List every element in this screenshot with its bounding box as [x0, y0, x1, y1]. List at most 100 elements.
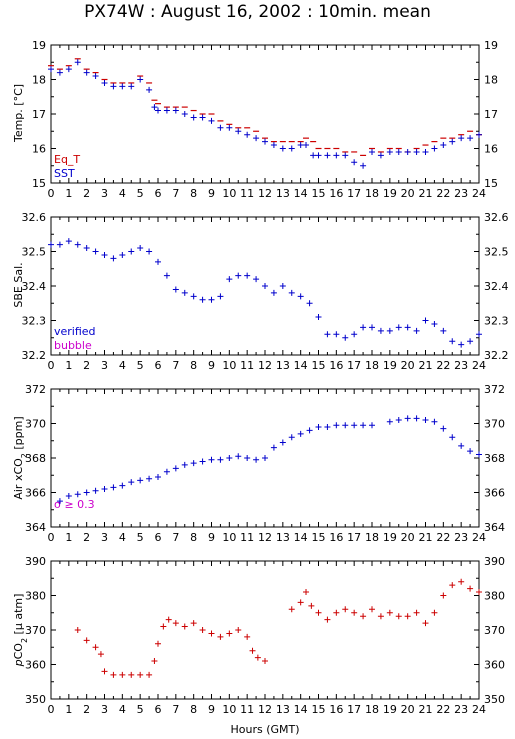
x-tick-label: 9 [208, 359, 215, 372]
point-air-xco2 [449, 434, 456, 441]
point-sst [155, 107, 161, 114]
y-tick-label-right: 366 [484, 487, 505, 500]
point-verified [458, 341, 465, 348]
x-tick-label: 16 [329, 359, 343, 372]
legend-sst: SST [54, 167, 75, 180]
point-pco2 [244, 633, 251, 640]
point-pco2 [476, 589, 482, 596]
point-sst [404, 148, 411, 155]
x-tick-label: 2 [83, 359, 90, 372]
point-sst [235, 128, 242, 135]
point-air-xco2 [235, 453, 242, 460]
point-verified [351, 331, 358, 338]
point-air-xco2 [244, 455, 251, 461]
point-verified [56, 241, 63, 248]
point-air-xco2 [297, 430, 304, 437]
point-air-xco2 [181, 461, 188, 468]
point-verified [190, 293, 197, 300]
x-tick-label: 6 [155, 531, 162, 544]
point-pco2 [315, 609, 322, 616]
point-sst [190, 114, 197, 121]
point-pco2 [288, 606, 295, 613]
point-verified [83, 245, 90, 252]
point-air-xco2 [360, 422, 367, 429]
point-pco2 [249, 647, 256, 654]
point-sst [431, 145, 438, 152]
x-tick-label: 9 [208, 531, 215, 544]
x-tick-label: 16 [329, 703, 343, 716]
point-pco2 [217, 633, 224, 640]
point-sst [262, 138, 268, 145]
point-air-xco2 [128, 479, 135, 486]
y-tick-label: 19 [32, 39, 46, 52]
x-tick-label: 1 [65, 187, 72, 200]
point-air-xco2 [288, 434, 295, 441]
point-verified [163, 272, 170, 279]
point-verified [199, 296, 206, 303]
x-tick-label: 5 [137, 187, 144, 200]
y-tick-label-right: 18 [484, 74, 498, 87]
point-pco2 [235, 627, 242, 633]
point-air-xco2 [404, 415, 411, 422]
point-air-xco2 [395, 417, 402, 424]
x-tick-label: 20 [401, 703, 415, 716]
x-tick-label: 5 [137, 703, 144, 716]
point-verified [155, 258, 161, 265]
point-air-xco2 [65, 492, 72, 499]
y-tick-label-right: 368 [484, 452, 505, 465]
x-tick-label: 15 [312, 187, 326, 200]
point-verified [172, 286, 179, 293]
point-verified [476, 331, 482, 338]
point-air-xco2 [163, 468, 170, 475]
x-tick-label: 10 [222, 187, 236, 200]
x-tick-label: 7 [172, 187, 179, 200]
legend-eq-t: Eq_T [54, 153, 80, 166]
point-pco2 [226, 630, 233, 637]
point-verified [431, 320, 438, 327]
point-air-xco2 [476, 451, 482, 458]
point-pco2 [151, 658, 158, 665]
x-tick-label: 16 [329, 531, 343, 544]
point-sst [74, 59, 81, 66]
point-sst [449, 138, 456, 145]
point-pco2 [404, 613, 411, 620]
point-sst [386, 148, 393, 155]
point-sst [279, 145, 286, 152]
y-tick-label-right: 32.5 [484, 246, 509, 259]
x-tick-label: 10 [222, 703, 236, 716]
point-verified [137, 245, 144, 252]
point-sst [476, 131, 482, 138]
point-verified [449, 338, 456, 345]
point-air-xco2 [279, 439, 286, 446]
point-air-xco2 [101, 486, 108, 493]
x-tick-label: 20 [401, 187, 415, 200]
point-air-xco2 [333, 422, 340, 429]
y-tick-label-right: 16 [484, 143, 498, 156]
point-verified [297, 293, 304, 300]
y-tick-label: 32.6 [22, 211, 47, 224]
y-tick-label-right: 15 [484, 177, 498, 190]
point-sst [119, 83, 126, 90]
x-tick-label: 12 [258, 531, 272, 544]
point-verified [235, 272, 242, 279]
y-tick-label: 370 [25, 418, 46, 431]
x-tick-label: 3 [101, 531, 108, 544]
point-verified [377, 327, 384, 334]
point-air-xco2 [262, 455, 268, 461]
x-tick-label: 23 [454, 531, 468, 544]
point-verified [181, 289, 188, 296]
point-pco2 [431, 609, 438, 616]
x-tick-label: 24 [472, 359, 486, 372]
x-tick-label: 11 [240, 187, 254, 200]
point-verified [333, 331, 340, 338]
point-sst [297, 142, 304, 149]
x-tick-label: 14 [294, 359, 308, 372]
point-sst [360, 162, 367, 169]
point-verified [253, 276, 260, 283]
point-sst [440, 142, 447, 149]
point-pco2 [342, 606, 349, 613]
x-tick-label: 22 [436, 703, 450, 716]
salinity-panel: SBE Sal. verified bubble 0 1 2 3 4 5 6 7 8 9 10 11 1… [12, 211, 509, 372]
point-sst [333, 152, 340, 159]
